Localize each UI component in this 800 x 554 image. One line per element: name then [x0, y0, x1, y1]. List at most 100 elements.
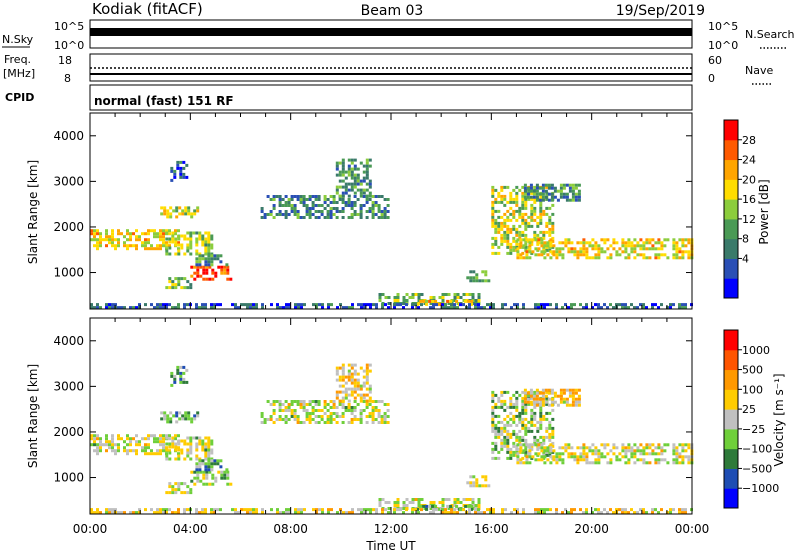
velocity-cell [159, 434, 162, 438]
velocity-cell [491, 408, 495, 412]
velocity-cell [497, 429, 501, 433]
velocity-cell [540, 443, 544, 447]
power-cell [657, 238, 661, 242]
power-cell [545, 185, 549, 189]
power-cell [657, 241, 661, 245]
velocity-cell [195, 462, 199, 466]
power-cell [275, 213, 279, 216]
velocity-cell [240, 508, 243, 512]
velocity-cell [207, 468, 211, 472]
velocity-cell [305, 412, 309, 415]
velocity-cell [570, 511, 573, 515]
velocity-cell [198, 459, 202, 463]
velocity-cell [500, 402, 504, 406]
velocity-cell [294, 508, 297, 512]
velocity-cell [374, 400, 378, 403]
velocity-cell [168, 442, 172, 446]
power-cell [503, 221, 507, 225]
power-cell [469, 279, 473, 283]
power-cell [582, 306, 585, 310]
power-cell [160, 212, 164, 216]
velocity-cell [189, 448, 193, 452]
power-cell [506, 200, 510, 204]
velocity-cell [541, 391, 545, 395]
velocity-cell [347, 375, 351, 379]
power-cell [174, 306, 177, 310]
power-cell [494, 251, 498, 255]
power-cell [300, 306, 303, 310]
power-cell [195, 249, 199, 253]
velocity-cell [472, 484, 476, 488]
velocity-cell [165, 491, 169, 495]
power-cell [338, 185, 342, 189]
velocity-cell [597, 455, 601, 459]
velocity-cell [621, 446, 625, 450]
power-cell [270, 303, 273, 307]
velocity-cell [500, 399, 504, 403]
velocity-cell [541, 400, 545, 404]
velocity-cell [549, 508, 552, 512]
power-cell [305, 198, 309, 201]
velocity-cell [506, 456, 510, 460]
power-cell [305, 204, 309, 207]
power-cell [537, 303, 540, 307]
velocity-cell [555, 455, 559, 459]
power-cell [362, 170, 366, 174]
velocity-cell [365, 406, 369, 409]
power-cell [492, 303, 495, 307]
velocity-cell [371, 406, 375, 409]
velocity-cell [434, 504, 438, 508]
velocity-cell [429, 511, 432, 515]
power-cell [179, 175, 183, 179]
power-cell [368, 210, 372, 213]
velocity-cell [672, 446, 676, 450]
power-cell [207, 257, 211, 261]
power-cell [545, 212, 549, 216]
velocity-cell [612, 443, 616, 447]
velocity-cell [506, 438, 510, 442]
power-cell [168, 252, 172, 256]
velocity-cell [189, 491, 193, 495]
power-cell [456, 306, 459, 310]
velocity-cell [246, 508, 249, 512]
power-cell [174, 286, 178, 290]
power-cell [287, 198, 291, 201]
power-cell [521, 230, 525, 234]
velocity-cell [450, 508, 453, 512]
velocity-cell [509, 411, 513, 415]
power-cell [530, 224, 534, 228]
power-cell [156, 247, 159, 251]
power-colorbar-swatch [724, 199, 738, 220]
velocity-cell [491, 441, 495, 445]
velocity-cell [114, 449, 117, 453]
power-cell [522, 244, 526, 248]
velocity-cell [338, 366, 342, 370]
velocity-cell [368, 403, 372, 406]
power-cell [378, 299, 382, 302]
velocity-cell [186, 508, 189, 512]
power-cell [545, 197, 549, 201]
velocity-cell [182, 365, 186, 369]
power-cell [509, 194, 513, 198]
power-cell [96, 238, 99, 242]
velocity-cell [220, 470, 224, 474]
velocity-cell [302, 409, 306, 412]
velocity-cell [612, 446, 616, 450]
power-cell [288, 306, 291, 310]
power-cell [585, 256, 589, 260]
velocity-cell [512, 420, 516, 424]
power-cell [269, 210, 273, 213]
power-cell [548, 221, 552, 225]
power-cell [627, 241, 631, 245]
velocity-cell [186, 451, 190, 455]
power-cell [356, 198, 360, 201]
power-cell [606, 256, 610, 260]
power-cell [345, 306, 348, 310]
power-cell [657, 253, 661, 257]
velocity-cell [300, 511, 303, 515]
velocity-cell [512, 417, 516, 421]
velocity-cell [678, 443, 682, 447]
power-cell [344, 188, 348, 192]
power-cell [177, 237, 181, 241]
velocity-cell [214, 479, 218, 483]
